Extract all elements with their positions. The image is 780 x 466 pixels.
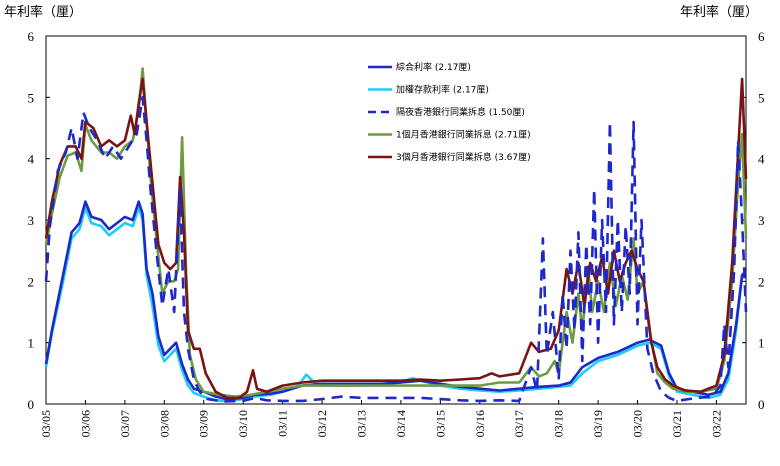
x-tick-label: 03/09 (197, 410, 211, 437)
y-tick-label-right: 0 (758, 397, 765, 412)
y-tick-label-right: 2 (758, 274, 765, 289)
x-tick-label: 03/10 (236, 410, 250, 437)
y-tick-label-right: 4 (758, 152, 765, 167)
y-tick-label-right: 6 (758, 29, 765, 44)
x-tick-label: 03/16 (473, 410, 487, 437)
legend: 綜合利率 (2.17厘) 加權存款利率 (2.17厘) 隔夜香港銀行同業拆息 (1.… (368, 61, 531, 163)
legend-label: 1個月香港銀行同業拆息 (2.71厘) (396, 129, 531, 141)
series-layer (44, 67, 748, 403)
x-tick-label: 03/12 (315, 410, 329, 437)
legend-label: 綜合利率 (2.17厘) (396, 61, 471, 73)
x-tick-label: 03/20 (631, 410, 645, 437)
x-tick-label: 03/11 (276, 410, 290, 437)
y-tick-label-left: 0 (28, 397, 35, 412)
x-tick-label: 03/14 (394, 410, 408, 437)
y-tick-label-left: 5 (28, 90, 35, 105)
y-axis-title-left: 年利率（厘） (4, 4, 82, 20)
x-tick-label: 03/06 (78, 410, 92, 437)
y-tick-label-left: 1 (28, 336, 35, 351)
legend-label: 3個月香港銀行同業拆息 (3.67厘) (396, 151, 531, 163)
x-tick-label: 03/17 (512, 410, 526, 437)
x-tick-label: 03/07 (118, 410, 132, 437)
y-tick-label-left: 2 (28, 274, 35, 289)
x-tick-label: 03/21 (670, 410, 684, 437)
x-tick-label: 03/18 (552, 410, 566, 437)
legend-label: 加權存款利率 (2.17厘) (396, 84, 489, 96)
y-tick-label-left: 4 (28, 152, 35, 167)
x-tick-label: 03/22 (709, 410, 723, 437)
x-tick-label: 03/08 (157, 410, 171, 437)
x-axis: 03/05 03/06 03/07 03/08 03/09 03/10 03/11 03/12… (39, 400, 723, 437)
y-tick-label-left: 6 (28, 29, 35, 44)
y-tick-label-left: 3 (28, 213, 35, 228)
y-axis-title-right: 年利率（厘） (680, 4, 758, 20)
x-tick-label: 03/19 (591, 410, 605, 437)
y-tick-label-right: 1 (758, 336, 765, 351)
y-tick-label-right: 5 (758, 90, 765, 105)
legend-label: 隔夜香港銀行同業拆息 (1.50厘) (396, 106, 525, 118)
x-tick-label: 03/13 (354, 410, 368, 437)
x-tick-label: 03/15 (433, 410, 447, 437)
series-line-3 (44, 96, 748, 403)
series-line-2 (44, 206, 747, 403)
x-tick-label: 03/05 (39, 410, 53, 437)
y-axis-left: 0 1 2 3 4 5 6 (28, 29, 50, 412)
y-tick-label-right: 3 (758, 213, 765, 228)
